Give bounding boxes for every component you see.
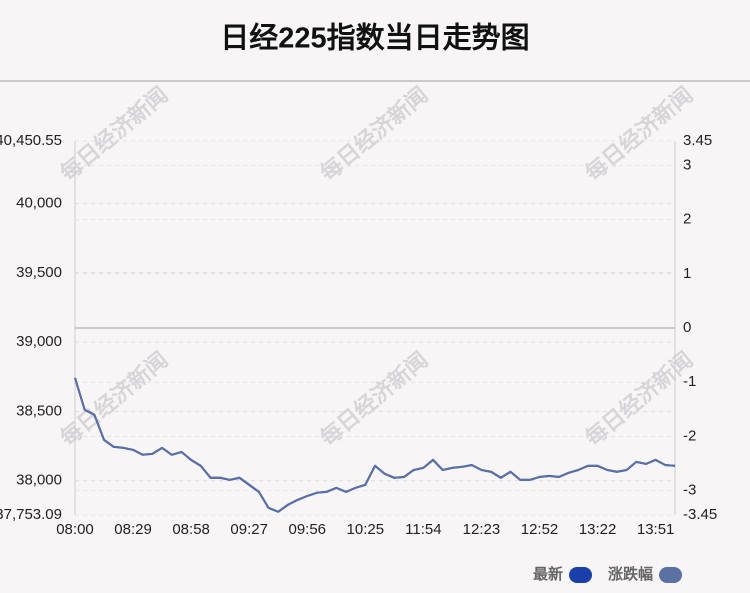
- y-tick-label: 40,000: [16, 194, 62, 211]
- x-tick-label: 10:25: [347, 521, 385, 538]
- x-tick-label: 08:00: [56, 521, 94, 538]
- x-tick-label: 13:22: [579, 521, 617, 538]
- x-tick-label: 08:58: [172, 521, 210, 538]
- x-tick-label: 08:29: [114, 521, 152, 538]
- x-tick-label: 12:52: [521, 521, 559, 538]
- y-tick-label: 39,000: [16, 333, 62, 350]
- y2-tick-label: -2: [683, 427, 696, 444]
- legend-label: 涨跌幅: [608, 565, 653, 583]
- y-tick-label: 40,450.55: [0, 132, 62, 149]
- legend-swatch: [569, 567, 593, 583]
- y-tick-label: 37,753.09: [0, 506, 62, 523]
- x-tick-label: 11:54: [405, 521, 441, 538]
- y2-tick-label: 0: [683, 319, 691, 336]
- y2-tick-label: 2: [683, 211, 691, 228]
- legend-swatch: [659, 567, 683, 583]
- y2-tick-label: -1: [683, 373, 696, 390]
- x-tick-label: 09:27: [230, 521, 268, 538]
- y2-tick-label: 1: [683, 265, 691, 282]
- x-tick-label: 09:56: [288, 521, 326, 538]
- y-tick-label: 39,500: [16, 264, 62, 281]
- series-line: [74, 377, 676, 513]
- y-tick-label: 38,500: [16, 402, 62, 419]
- chart-title: 日经225指数当日走势图: [220, 21, 529, 55]
- y2-tick-label: -3.45: [683, 506, 717, 523]
- y2-tick-label: 3: [683, 156, 691, 173]
- y2-tick-label: -3: [683, 482, 696, 499]
- x-tick-label: 12:23: [463, 521, 501, 538]
- x-tick-label: 13:51: [637, 521, 675, 538]
- legend-label: 最新: [533, 565, 563, 583]
- y-tick-label: 38,000: [16, 472, 62, 489]
- y2-tick-label: 3.45: [683, 132, 712, 149]
